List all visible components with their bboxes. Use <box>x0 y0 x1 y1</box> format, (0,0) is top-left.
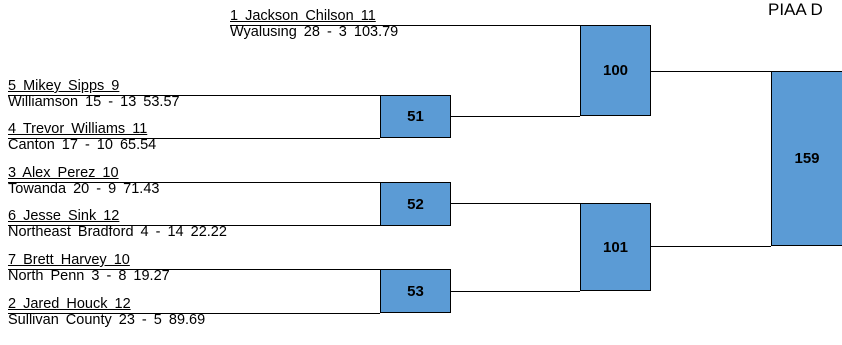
wrestler-name: 5 Mikey Sipps 9 <box>8 78 120 94</box>
bracket-line-slot5 <box>8 225 380 226</box>
bout-number: 101 <box>602 238 629 256</box>
wrestler-team-record: Canton 17 - 10 65.54 <box>8 137 157 153</box>
wrestler-name: 6 Jesse Sink 12 <box>8 208 120 224</box>
wrestler-team-record: Northeast Bradford 4 - 14 22.22 <box>8 224 227 240</box>
bracket-line-seed1 <box>230 25 580 26</box>
bracket-line-51-out <box>451 116 580 117</box>
bout-number: 53 <box>407 282 424 300</box>
wrestler-team-record: Wyalusing 28 - 3 103.79 <box>230 24 399 40</box>
wrestler-team-record: Williamson 15 - 13 53.57 <box>8 94 180 110</box>
bout-number: 51 <box>407 108 424 125</box>
wrestler-entry-1: 1 Jackson Chilson 11 Wyalusing 28 - 3 10… <box>230 8 398 40</box>
wrestler-entry-7: 2 Jared Houck 12 Sullivan County 23 - 5 … <box>8 296 205 328</box>
wrestler-name: 3 Alex Perez 10 <box>8 165 119 181</box>
bout-number: 159 <box>794 150 820 167</box>
page-title: PIAA D <box>768 0 823 19</box>
bout-box-159: 159 <box>771 71 842 246</box>
bout-number: 52 <box>407 195 424 213</box>
wrestler-name: 7 Brett Harvey 10 <box>8 252 130 268</box>
wrestler-name: 2 Jared Houck 12 <box>8 296 131 312</box>
bracket-line-101-out <box>651 246 771 247</box>
bracket-line-slot6 <box>8 269 380 270</box>
wrestler-entry-3: 4 Trevor Williams 11 Canton 17 - 10 65.5… <box>8 121 156 153</box>
bout-box-101: 101 <box>580 203 651 291</box>
bracket-line-slot3 <box>8 138 380 139</box>
bracket-line-slot2 <box>8 95 380 96</box>
bracket-line-slot7 <box>8 313 380 314</box>
wrestler-team-record: Towanda 20 - 9 71.43 <box>8 181 160 197</box>
wrestler-entry-5: 6 Jesse Sink 12 Northeast Bradford 4 - 1… <box>8 208 227 240</box>
bout-box-51: 51 <box>380 95 451 138</box>
wrestler-team-record: North Penn 3 - 8 19.27 <box>8 268 170 284</box>
bout-box-53: 53 <box>380 269 451 313</box>
bout-number: 100 <box>602 62 629 79</box>
wrestler-entry-4: 3 Alex Perez 10 Towanda 20 - 9 71.43 <box>8 165 159 197</box>
wrestler-name: 1 Jackson Chilson 11 <box>230 8 376 24</box>
bout-box-52: 52 <box>380 182 451 226</box>
bracket-line-100-out <box>651 71 771 72</box>
bracket-line-53-out <box>451 291 580 292</box>
wrestler-entry-2: 5 Mikey Sipps 9 Williamson 15 - 13 53.57 <box>8 78 180 110</box>
bout-box-100: 100 <box>580 25 651 116</box>
wrestler-name: 4 Trevor Williams 11 <box>8 121 148 137</box>
wrestler-entry-6: 7 Brett Harvey 10 North Penn 3 - 8 19.27 <box>8 252 170 284</box>
wrestler-team-record: Sullivan County 23 - 5 89.69 <box>8 312 206 328</box>
bracket-line-slot4 <box>8 182 380 183</box>
bracket-line-52-out <box>451 203 580 204</box>
